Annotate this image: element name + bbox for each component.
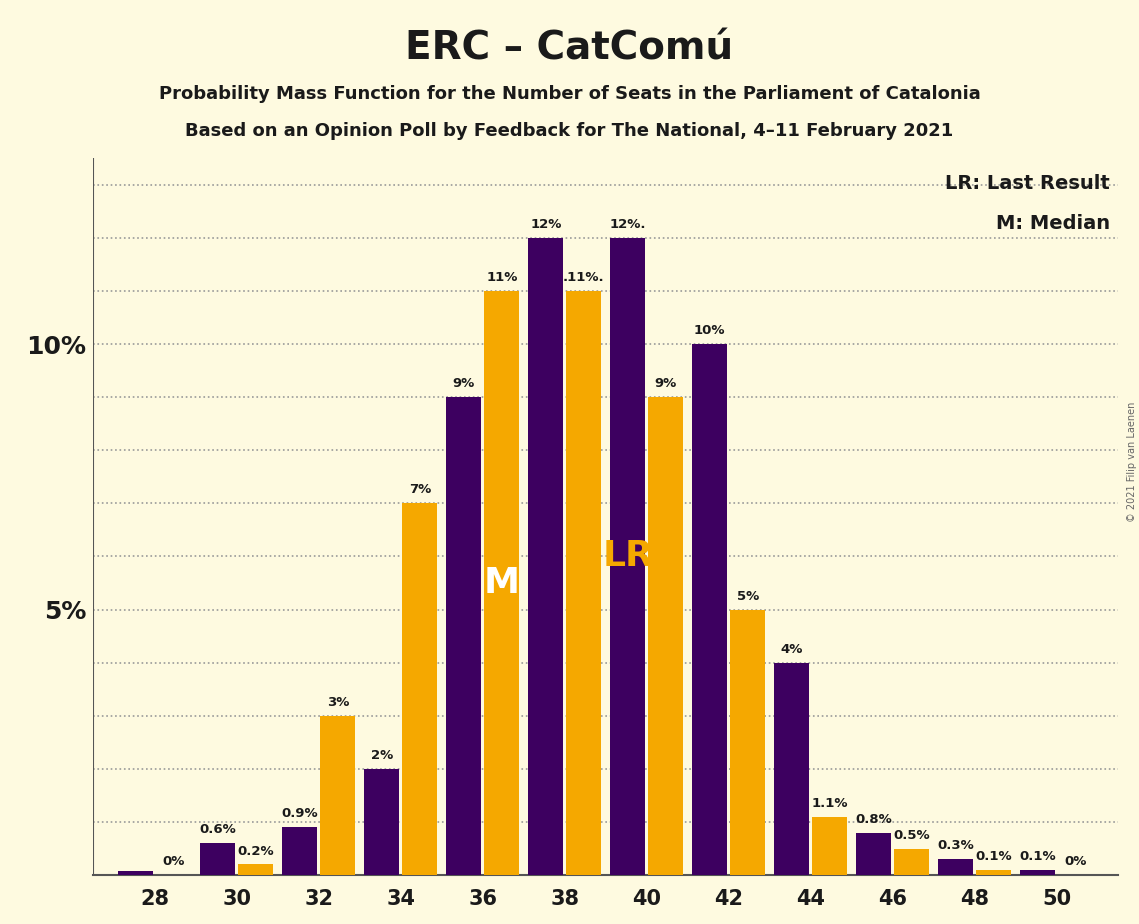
Text: 0.2%: 0.2% <box>238 845 274 857</box>
Text: .11%.: .11%. <box>563 271 605 284</box>
Bar <box>812 817 847 875</box>
Text: 0.9%: 0.9% <box>281 808 318 821</box>
Text: 0.8%: 0.8% <box>855 813 892 826</box>
Bar <box>484 291 519 875</box>
Bar <box>320 716 355 875</box>
Bar <box>730 610 765 875</box>
Bar <box>1021 869 1055 875</box>
Text: 0%: 0% <box>163 856 185 869</box>
Bar <box>446 397 481 875</box>
Text: 12%: 12% <box>530 218 562 231</box>
Text: 0.6%: 0.6% <box>199 823 236 836</box>
Text: 9%: 9% <box>655 377 677 390</box>
Bar <box>118 871 153 875</box>
Text: 7%: 7% <box>409 483 431 496</box>
Text: 0.1%: 0.1% <box>976 850 1013 863</box>
Bar <box>200 844 235 875</box>
Text: M: Median: M: Median <box>995 214 1111 233</box>
Text: 1.1%: 1.1% <box>812 796 849 809</box>
Text: 0%: 0% <box>1065 856 1087 869</box>
Text: 5%: 5% <box>737 590 759 602</box>
Bar <box>364 769 399 875</box>
Text: 4%: 4% <box>780 643 803 656</box>
Bar <box>282 827 317 875</box>
Text: Probability Mass Function for the Number of Seats in the Parliament of Catalonia: Probability Mass Function for the Number… <box>158 85 981 103</box>
Bar <box>648 397 683 875</box>
Text: 0.1%: 0.1% <box>1019 850 1056 863</box>
Bar <box>775 663 809 875</box>
Text: 0.3%: 0.3% <box>937 839 974 852</box>
Bar <box>611 237 645 875</box>
Text: ERC – CatComú: ERC – CatComú <box>405 30 734 67</box>
Bar <box>939 859 973 875</box>
Text: LR: LR <box>603 540 653 574</box>
Text: 11%: 11% <box>486 271 517 284</box>
Text: Based on an Opinion Poll by Feedback for The National, 4–11 February 2021: Based on an Opinion Poll by Feedback for… <box>186 122 953 140</box>
Text: 12%.: 12%. <box>609 218 646 231</box>
Bar <box>894 848 929 875</box>
Bar <box>566 291 601 875</box>
Text: LR: Last Result: LR: Last Result <box>945 174 1111 193</box>
Text: 2%: 2% <box>370 749 393 762</box>
Text: 9%: 9% <box>452 377 475 390</box>
Bar <box>976 869 1011 875</box>
Text: 3%: 3% <box>327 696 349 709</box>
Bar <box>402 504 437 875</box>
Text: 0.5%: 0.5% <box>894 829 931 842</box>
Bar <box>857 833 891 875</box>
Text: M: M <box>484 566 519 600</box>
Bar <box>238 865 273 875</box>
Bar <box>528 237 563 875</box>
Text: 10%: 10% <box>694 324 726 337</box>
Text: © 2021 Filip van Laenen: © 2021 Filip van Laenen <box>1126 402 1137 522</box>
Bar <box>693 344 727 875</box>
